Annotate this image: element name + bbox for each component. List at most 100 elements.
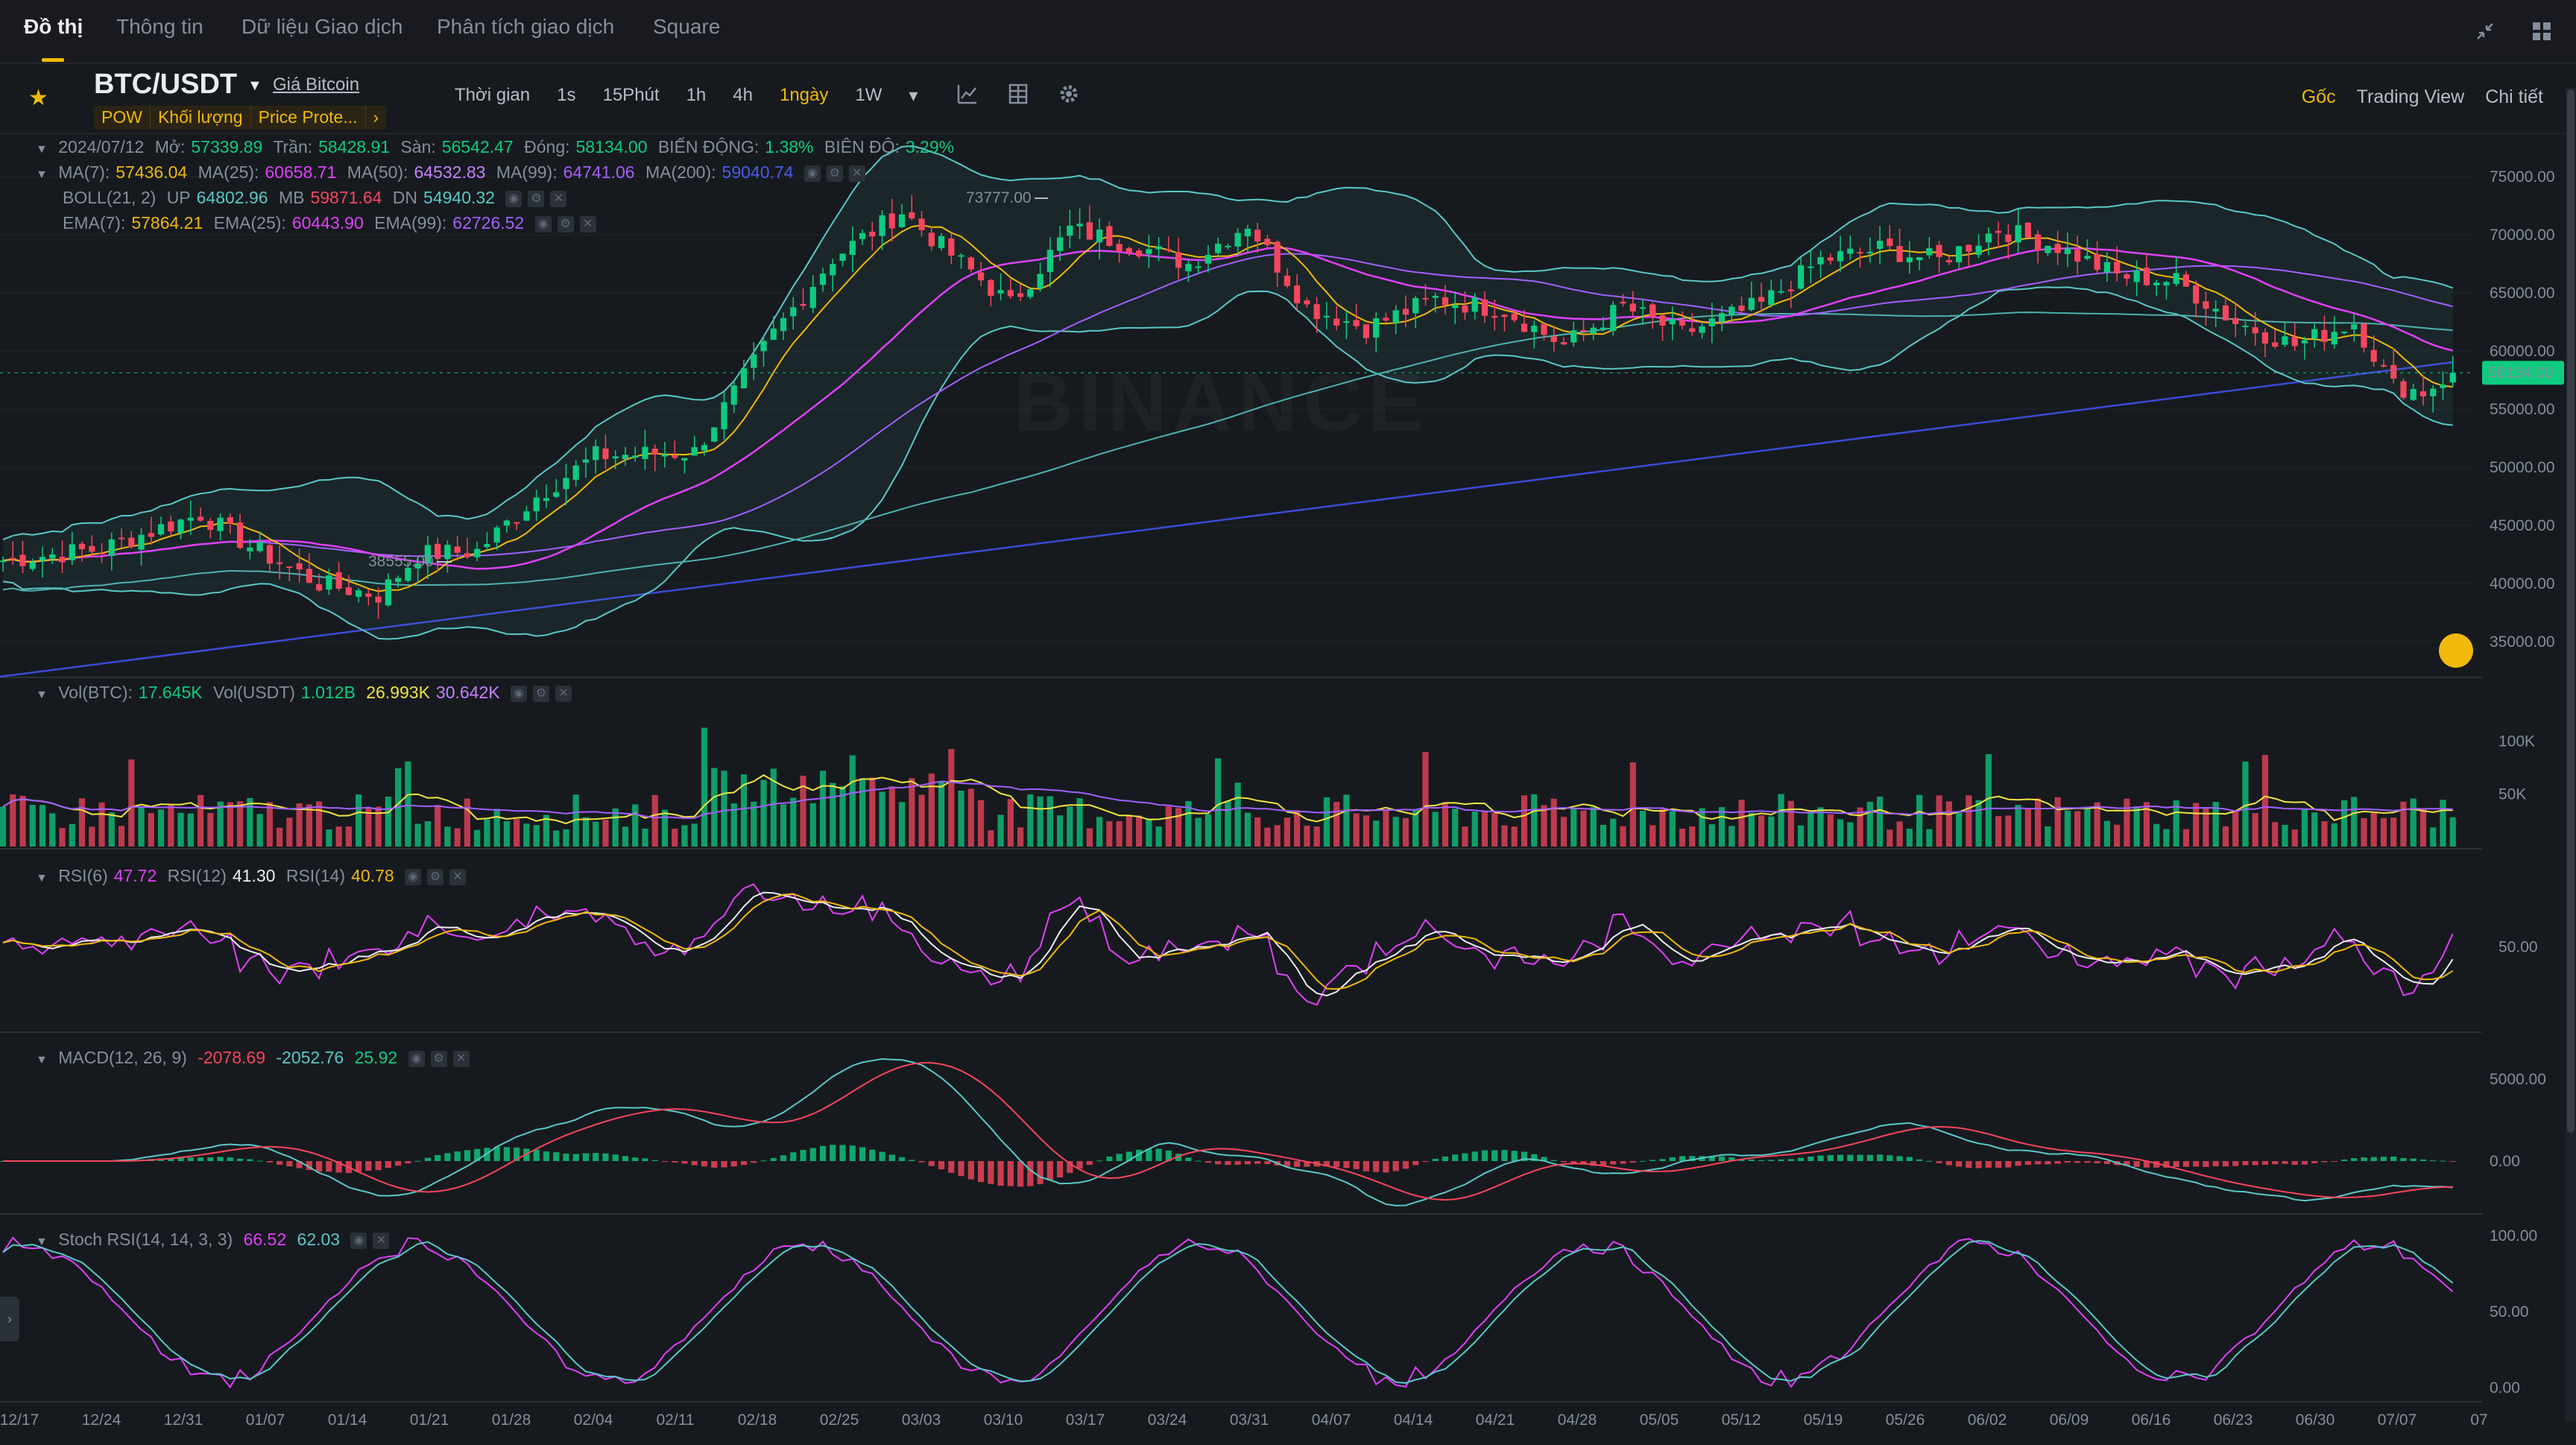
macd-histogram-bar: [1748, 1159, 1755, 1161]
legend-toggle-chevron-icon[interactable]: ▼: [36, 872, 48, 885]
symbol-pair[interactable]: BTC/USDT: [94, 69, 238, 100]
volume-bar: [1146, 818, 1152, 847]
close-icon[interactable]: ✕: [555, 685, 572, 702]
volume-bar: [1945, 801, 1952, 847]
volume-bar: [365, 808, 372, 847]
eye-icon[interactable]: ◉: [408, 1050, 425, 1067]
interval-1w[interactable]: 1W: [855, 85, 883, 105]
layout-grid-icon[interactable]: [2530, 19, 2554, 43]
candle-body: [1985, 233, 1992, 243]
tag-pow[interactable]: POW: [94, 106, 151, 130]
macd-histogram-bar: [948, 1161, 955, 1173]
settings-icon[interactable]: ⚙: [528, 190, 545, 207]
interval-15m[interactable]: 15Phút: [602, 85, 660, 105]
tab-info[interactable]: Thông tin: [116, 15, 203, 38]
floating-tool-icon[interactable]: [2439, 633, 2473, 668]
indicator-icon[interactable]: [956, 82, 979, 106]
x-axis-tick-label: 04/14: [1394, 1411, 1433, 1429]
eye-icon[interactable]: ◉: [505, 190, 523, 207]
close-icon[interactable]: ✕: [579, 215, 596, 233]
volume-bar: [464, 798, 470, 847]
eye-icon[interactable]: ◉: [511, 685, 528, 702]
chart-area[interactable]: BINANCE 75000.00 70000.00 65000.00 60000.00…: [0, 133, 2576, 1441]
chevron-down-icon[interactable]: ▼: [247, 78, 262, 94]
volume-bar: [1758, 815, 1765, 847]
close-icon[interactable]: ✕: [452, 1050, 470, 1067]
interval-1d[interactable]: 1ngày: [779, 85, 829, 105]
settings-gear-icon[interactable]: [1057, 82, 1081, 106]
price-link[interactable]: Giá Bitcoin: [273, 75, 360, 95]
volume-bar: [1729, 826, 1735, 847]
candle-body: [375, 596, 382, 603]
candle-body: [1758, 297, 1765, 302]
tag-volume[interactable]: Khối lượng: [151, 106, 251, 130]
volume-bar: [651, 794, 658, 847]
legend-toggle-chevron-icon[interactable]: ▼: [36, 689, 48, 701]
close-icon[interactable]: ✕: [550, 190, 567, 207]
candle-body: [1116, 244, 1123, 251]
settings-icon[interactable]: ⚙: [430, 1050, 447, 1067]
volume-bar: [2331, 823, 2337, 847]
interval-more-chevron-icon[interactable]: ▾: [909, 86, 918, 106]
macd-histogram-bar: [790, 1152, 797, 1161]
close-icon[interactable]: ✕: [373, 1232, 390, 1249]
collapse-icon[interactable]: [2473, 19, 2497, 43]
legend-toggle-chevron-icon[interactable]: ▼: [36, 143, 48, 156]
view-tradingview[interactable]: Trading View: [2356, 86, 2465, 107]
volume-bar: [2163, 829, 2170, 847]
eye-icon[interactable]: ◉: [534, 215, 552, 233]
tab-square[interactable]: Square: [653, 15, 721, 38]
volume-bar: [1195, 818, 1202, 847]
favorite-star-icon[interactable]: ★: [28, 86, 48, 110]
tags-more-icon[interactable]: ›: [373, 107, 379, 127]
eye-icon[interactable]: ◉: [405, 868, 422, 885]
legend-toggle-chevron-icon[interactable]: ▼: [36, 168, 48, 181]
macd-histogram-bar: [1294, 1161, 1301, 1167]
volume-bar: [2419, 809, 2427, 847]
macd-histogram-bar: [563, 1153, 569, 1161]
tab-chart[interactable]: Đồ thị: [24, 15, 83, 38]
macd-histogram-bar: [879, 1151, 886, 1161]
close-icon[interactable]: ✕: [848, 165, 865, 182]
tag-price-protection[interactable]: Price Prote...: [251, 106, 366, 130]
volume-bar: [1629, 762, 1636, 847]
eye-icon[interactable]: ◉: [350, 1232, 367, 1249]
settings-icon[interactable]: ⚙: [533, 685, 550, 702]
expand-panel-chevron-icon[interactable]: ›: [0, 1297, 19, 1341]
ma-legend: ▼ MA(7): 57436.04 MA(25): 60658.71 MA(50):…: [36, 162, 871, 183]
macd-histogram-bar: [1067, 1161, 1073, 1173]
volume-bar: [2035, 798, 2042, 847]
settings-icon[interactable]: ⚙: [427, 868, 444, 885]
candle-body: [1185, 264, 1192, 271]
candle-body: [484, 544, 490, 547]
eye-icon[interactable]: ◉: [804, 165, 821, 182]
legend-toggle-chevron-icon[interactable]: ▼: [36, 1236, 48, 1248]
candle-body: [435, 543, 441, 559]
x-axis-tick-label: 06/30: [2296, 1411, 2335, 1429]
tab-trading-data[interactable]: Dữ liệu Giao dịch: [242, 15, 403, 38]
tab-trading-analysis[interactable]: Phân tích giao dịch: [437, 15, 615, 38]
volume-bar: [2272, 822, 2279, 847]
scrollbar-thumb[interactable]: [2567, 89, 2575, 1133]
interval-1h[interactable]: 1h: [686, 85, 707, 105]
volume-bar: [898, 802, 906, 847]
close-icon[interactable]: ✕: [449, 868, 467, 885]
ma7-label: MA(7):: [58, 162, 110, 182]
volume-bar: [1857, 807, 1863, 847]
settings-icon[interactable]: ⚙: [557, 215, 574, 233]
legend-toggle-chevron-icon[interactable]: ▼: [36, 1054, 48, 1066]
macd-histogram-bar: [1175, 1154, 1182, 1161]
chart-canvas[interactable]: BINANCE 75000.00 70000.00 65000.00 60000.00…: [0, 133, 2576, 1441]
macd-histogram-bar: [1323, 1161, 1330, 1167]
settings-icon[interactable]: ⚙: [826, 165, 843, 182]
chart-layout-icon[interactable]: [1006, 82, 1030, 106]
x-axis-tick-label: 02/25: [820, 1411, 859, 1429]
view-original[interactable]: Gốc: [2301, 86, 2336, 107]
candle-body: [977, 272, 985, 281]
candle-body: [1333, 318, 1340, 326]
amplitude-label: BIÊN ĐỘ:: [824, 137, 900, 156]
view-depth[interactable]: Chi tiết: [2485, 86, 2543, 107]
interval-1s[interactable]: 1s: [557, 85, 576, 105]
macd-histogram-bar: [1501, 1150, 1508, 1161]
interval-4h[interactable]: 4h: [733, 85, 753, 105]
